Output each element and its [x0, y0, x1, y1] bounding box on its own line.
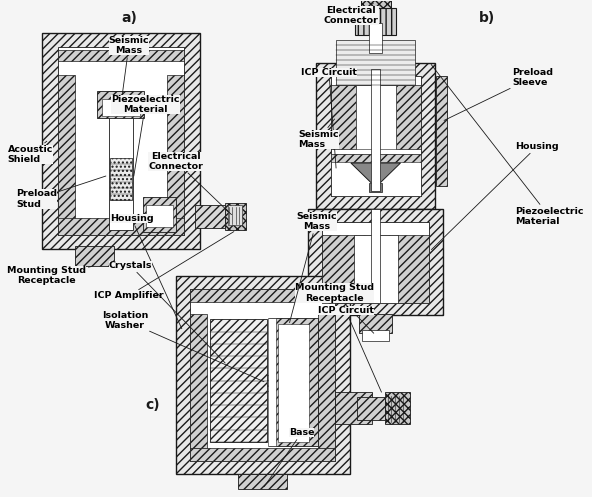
Text: ICP Circuit: ICP Circuit: [318, 306, 381, 392]
Text: Preload
Stud: Preload Stud: [16, 176, 106, 209]
Bar: [167, 75, 184, 235]
Bar: [336, 40, 415, 84]
Bar: [190, 289, 335, 461]
Text: Base: Base: [264, 428, 314, 487]
Bar: [58, 50, 184, 61]
Bar: [396, 84, 421, 149]
Bar: [190, 448, 335, 461]
Text: Mounting Stud
Receptacle: Mounting Stud Receptacle: [7, 266, 92, 285]
Bar: [371, 69, 380, 191]
Bar: [318, 315, 335, 448]
Bar: [331, 84, 356, 149]
Bar: [323, 222, 429, 303]
Text: Isolation
Washer: Isolation Washer: [102, 311, 264, 382]
Bar: [58, 75, 75, 235]
Bar: [369, 23, 382, 53]
Text: Piezoelectric
Material: Piezoelectric Material: [111, 95, 180, 176]
Bar: [58, 47, 184, 235]
Text: Crystals: Crystals: [109, 261, 225, 363]
Bar: [331, 76, 421, 196]
Bar: [190, 289, 335, 302]
Text: ICP Circuit: ICP Circuit: [301, 68, 357, 168]
Bar: [362, 331, 390, 341]
Bar: [331, 154, 421, 196]
Text: Preload
Sleeve: Preload Sleeve: [444, 68, 553, 120]
Bar: [190, 315, 207, 448]
Text: Acoustic
Shield: Acoustic Shield: [8, 141, 53, 164]
Bar: [269, 318, 318, 446]
Bar: [143, 197, 176, 232]
Bar: [361, 0, 391, 8]
Bar: [146, 205, 173, 227]
Bar: [266, 375, 269, 391]
Bar: [98, 91, 144, 118]
Bar: [355, 8, 397, 35]
Text: b): b): [480, 11, 496, 25]
Bar: [385, 392, 410, 424]
Bar: [176, 276, 349, 474]
Bar: [195, 205, 225, 228]
Text: Housing: Housing: [432, 143, 559, 249]
Bar: [316, 64, 435, 209]
Polygon shape: [351, 163, 401, 187]
Text: a): a): [121, 11, 137, 25]
Text: Seismic
Mass: Seismic Mass: [298, 119, 339, 149]
Bar: [335, 392, 372, 424]
Bar: [58, 218, 184, 235]
Text: ICP Amplifier: ICP Amplifier: [94, 232, 234, 300]
Bar: [359, 314, 392, 333]
Text: Electrical
Connector: Electrical Connector: [324, 3, 379, 25]
Bar: [43, 33, 200, 248]
Bar: [353, 235, 398, 303]
Bar: [436, 76, 446, 186]
Text: Mounting Stud
Receptacle: Mounting Stud Receptacle: [295, 283, 374, 333]
Text: Housing: Housing: [110, 214, 182, 329]
Bar: [308, 209, 443, 316]
Bar: [268, 318, 276, 446]
Bar: [225, 203, 246, 230]
Bar: [371, 209, 380, 303]
Bar: [356, 84, 396, 149]
Bar: [210, 320, 266, 442]
Bar: [323, 235, 429, 303]
Bar: [110, 158, 132, 200]
Bar: [278, 325, 310, 442]
Bar: [228, 205, 242, 225]
Bar: [102, 99, 140, 116]
Text: Seismic
Mass: Seismic Mass: [289, 212, 337, 323]
Bar: [108, 91, 133, 230]
Bar: [369, 183, 382, 192]
Text: Seismic
Mass: Seismic Mass: [108, 36, 149, 102]
Bar: [357, 397, 385, 420]
Text: c): c): [145, 398, 160, 412]
Bar: [331, 154, 421, 162]
Text: Electrical
Connector: Electrical Connector: [149, 152, 231, 215]
Text: Piezoelectric
Material: Piezoelectric Material: [431, 65, 584, 226]
Bar: [75, 246, 114, 266]
Bar: [238, 474, 288, 489]
